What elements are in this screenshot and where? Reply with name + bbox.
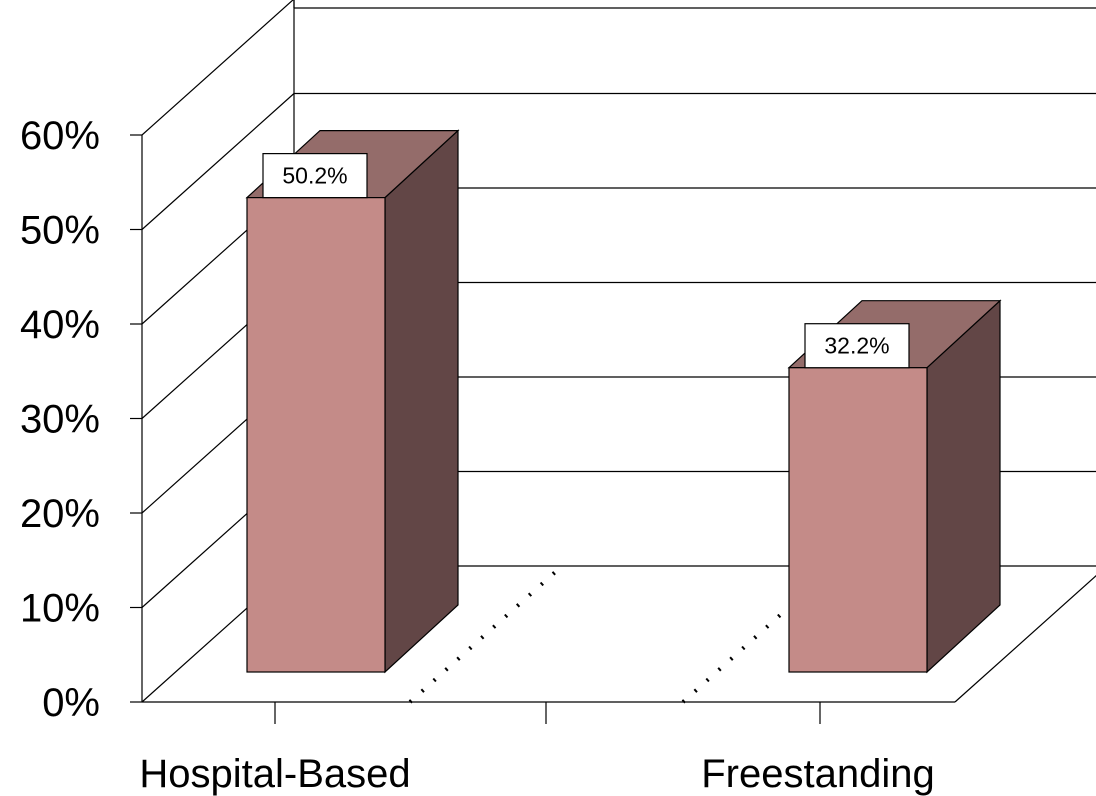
- data-label-box: [804, 323, 910, 369]
- floor-divider: [681, 564, 837, 704]
- data-label: 32.2%: [824, 333, 889, 359]
- y-tick-label: 0%: [42, 681, 100, 725]
- bars: 50.2% 32.2%: [245, 129, 1002, 674]
- bar-front: [788, 367, 928, 673]
- y-tick-label: 40%: [20, 303, 100, 347]
- floor-divider: [408, 564, 564, 704]
- y-tick-label: 60%: [20, 114, 100, 158]
- x-axis-ticks: Hospital-Based Freestanding: [139, 702, 935, 796]
- x-category-label: Freestanding: [701, 752, 934, 796]
- gridline-side: [141, 0, 294, 136]
- bar-2: 32.2%: [787, 299, 1002, 674]
- data-label-box: [262, 153, 368, 199]
- y-axis-ticks: 0% 10% 20% 30% 40% 50% 60%: [20, 114, 142, 725]
- bar-side: [384, 129, 459, 674]
- bar-front: [246, 197, 386, 673]
- y-tick-label: 50%: [20, 209, 100, 253]
- gridline-side: [141, 93, 295, 230]
- data-label: 50.2%: [282, 163, 347, 189]
- floor-right-edge: [954, 575, 1096, 703]
- y-tick-label: 20%: [20, 492, 100, 536]
- x-category-label: Hospital-Based: [139, 752, 410, 796]
- y-tick-label: 30%: [20, 398, 100, 442]
- y-tick-label: 10%: [20, 587, 100, 631]
- bar-1: 50.2%: [245, 129, 460, 674]
